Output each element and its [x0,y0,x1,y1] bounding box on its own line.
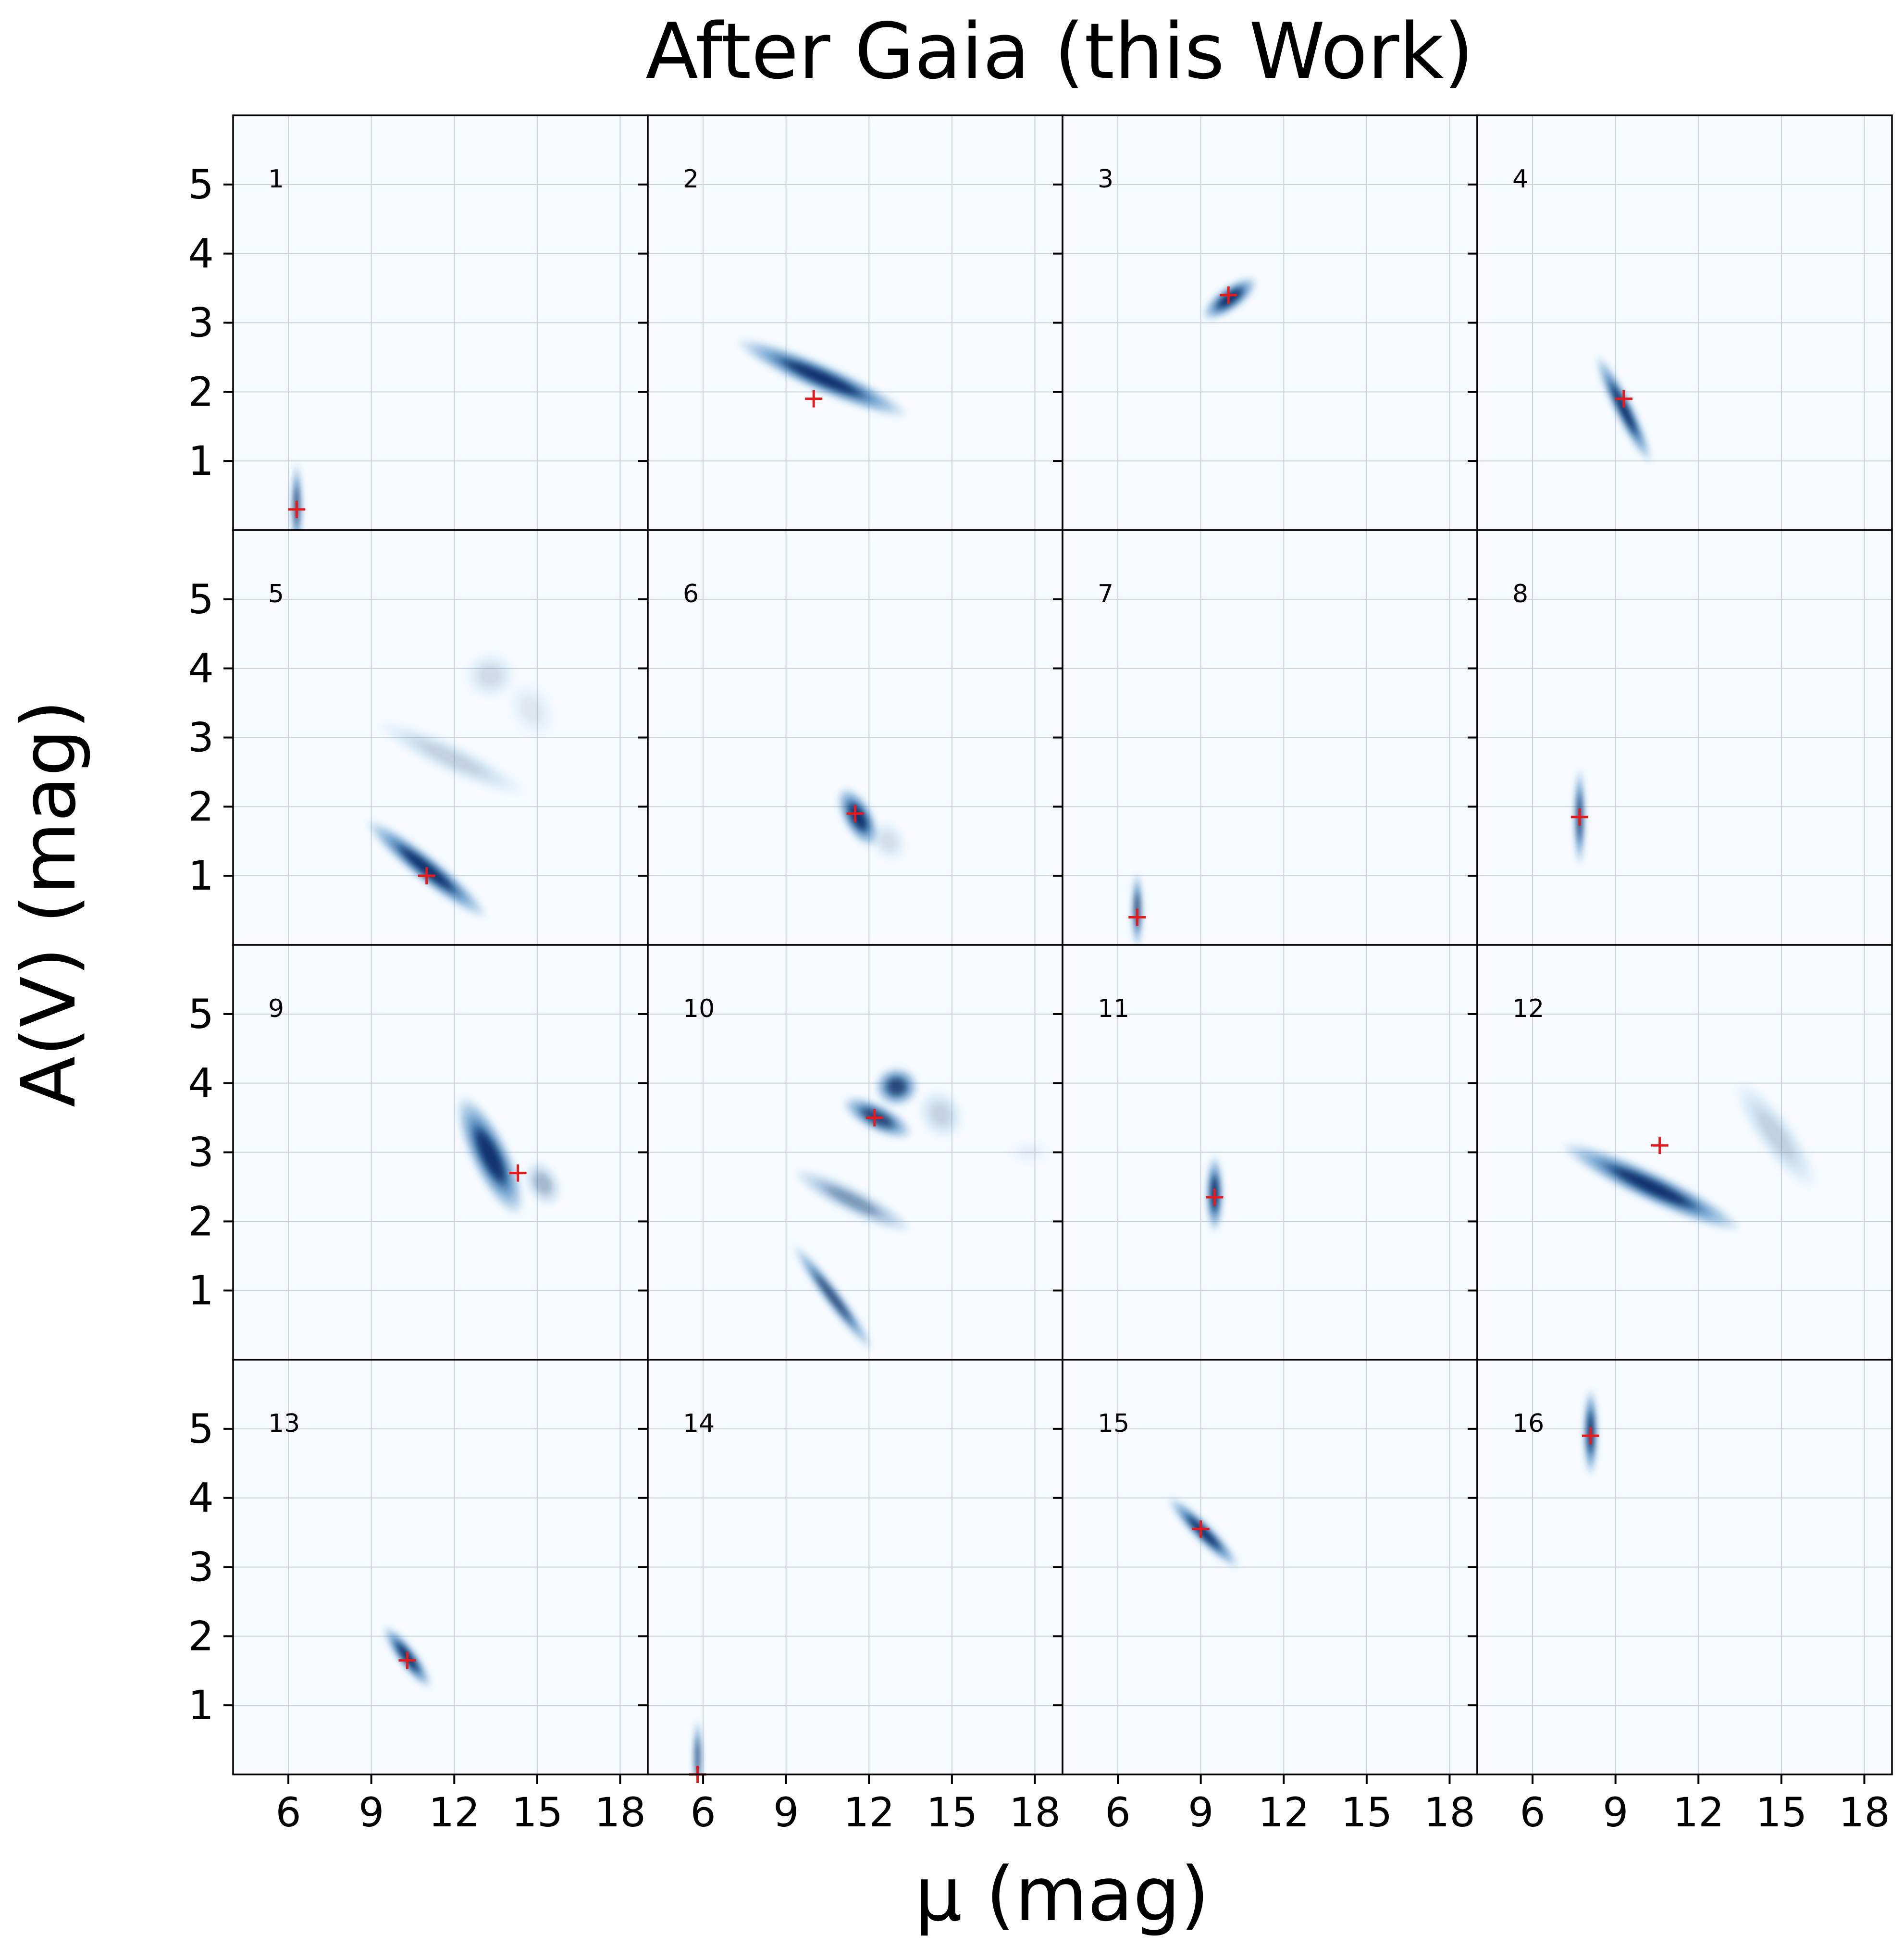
y-tick-label: 4 [188,1060,214,1107]
x-tick-label: 12 [1673,1789,1724,1836]
panel-label: 5 [268,580,284,608]
density-blob [1167,1496,1240,1569]
y-tick-label: 2 [188,368,214,415]
y-tick-label: 4 [188,1475,214,1522]
x-tick-label: 6 [690,1789,716,1836]
y-tick-label: 1 [188,437,214,484]
panel-label: 16 [1512,1409,1544,1438]
x-tick-label: 12 [1258,1789,1310,1836]
y-tick-label: 4 [188,230,214,277]
figure-title: After Gaia (this Work) [645,6,1473,96]
panel-label: 3 [1098,165,1113,194]
x-axis-label: μ (mag) [915,1851,1209,1938]
x-tick-label: 9 [1603,1789,1628,1836]
density-blob [693,1718,702,1774]
density-blob [1202,276,1258,321]
panel-label: 8 [1512,580,1528,608]
panel-label: 13 [268,1409,300,1438]
y-axis-label: A(V) (mag) [5,700,92,1107]
density-blob [735,338,909,418]
x-tick-label: 6 [1105,1789,1130,1836]
density-blob [837,787,879,847]
y-tick-label: 3 [188,1129,214,1176]
panel-15: 15 6 9 12 15 18 [1053,1359,1478,1836]
density-blob [376,720,527,796]
x-tick-label: 9 [773,1789,799,1836]
x-tick-label: 15 [511,1789,563,1836]
panel-9: 9 1 2 3 4 5 [188,944,649,1369]
density-blob [1595,354,1653,464]
x-tick-label: 18 [1424,1789,1475,1836]
y-tick-label: 5 [188,576,214,623]
panel-4: 4 [1468,114,1893,540]
x-tick-label: 12 [843,1789,895,1836]
x-tick-label: 18 [1009,1789,1061,1836]
density-blob [456,1095,525,1216]
density-blob [869,820,907,863]
panel-label: 9 [268,994,284,1023]
panel-14: 14 6 9 12 15 18 [638,1359,1063,1836]
x-tick-label: 18 [594,1789,646,1836]
density-blob [917,1089,964,1140]
y-tick-label: 3 [188,714,214,761]
panel-label: 6 [683,580,699,608]
y-tick-label: 1 [188,1682,214,1729]
panel-6: 6 [638,529,1063,955]
panel-7: 7 [1053,529,1478,955]
panel-label: 4 [1512,165,1528,194]
x-tick-label: 6 [1520,1789,1545,1836]
density-blob [792,1244,874,1351]
x-tick-label: 18 [1839,1789,1890,1836]
y-tick-label: 2 [188,1612,214,1660]
density-blob [507,681,556,739]
x-tick-label: 12 [429,1789,480,1836]
y-tick-label: 1 [188,1267,214,1314]
panel-label: 15 [1098,1409,1129,1438]
y-tick-label: 5 [188,161,214,208]
panel-8: 8 [1468,529,1893,955]
panel-label: 10 [683,994,715,1023]
x-tick-label: 15 [926,1789,977,1836]
panel-3: 3 [1053,114,1478,540]
panel-2: 2 [638,114,1063,540]
panel-16: 16 6 9 12 15 18 [1468,1359,1893,1836]
y-tick-label: 3 [188,299,214,347]
x-tick-label: 15 [1341,1789,1392,1836]
panel-12: 12 [1468,944,1893,1369]
y-tick-label: 1 [188,852,214,899]
x-tick-label: 6 [275,1789,301,1836]
panel-label: 1 [268,165,284,194]
density-blob [524,1161,562,1206]
panel-label: 11 [1098,994,1129,1023]
panel-label: 12 [1512,994,1544,1023]
y-tick-label: 2 [188,783,214,830]
density-blob [792,1168,912,1233]
density-blob [1007,1139,1051,1166]
panel-5: 5 1 2 3 4 5 [188,529,649,955]
panel-10: 10 [638,944,1063,1369]
density-blob [463,651,517,700]
density-blob [1561,1142,1742,1232]
y-tick-label: 5 [188,991,214,1038]
panel-1: 1 1 2 3 4 5 [188,114,649,540]
y-tick-label: 2 [188,1198,214,1245]
x-tick-label: 9 [359,1789,384,1836]
panel-label: 2 [683,165,699,194]
panel-label: 7 [1098,580,1113,608]
x-tick-label: 15 [1756,1789,1807,1836]
y-tick-label: 3 [188,1544,214,1591]
density-blob [874,1067,919,1107]
y-tick-label: 4 [188,645,214,692]
panel-11: 11 [1053,944,1478,1369]
y-tick-label: 5 [188,1405,214,1452]
x-tick-label: 9 [1188,1789,1213,1836]
density-blob [1734,1080,1818,1190]
panel-label: 14 [683,1409,715,1438]
